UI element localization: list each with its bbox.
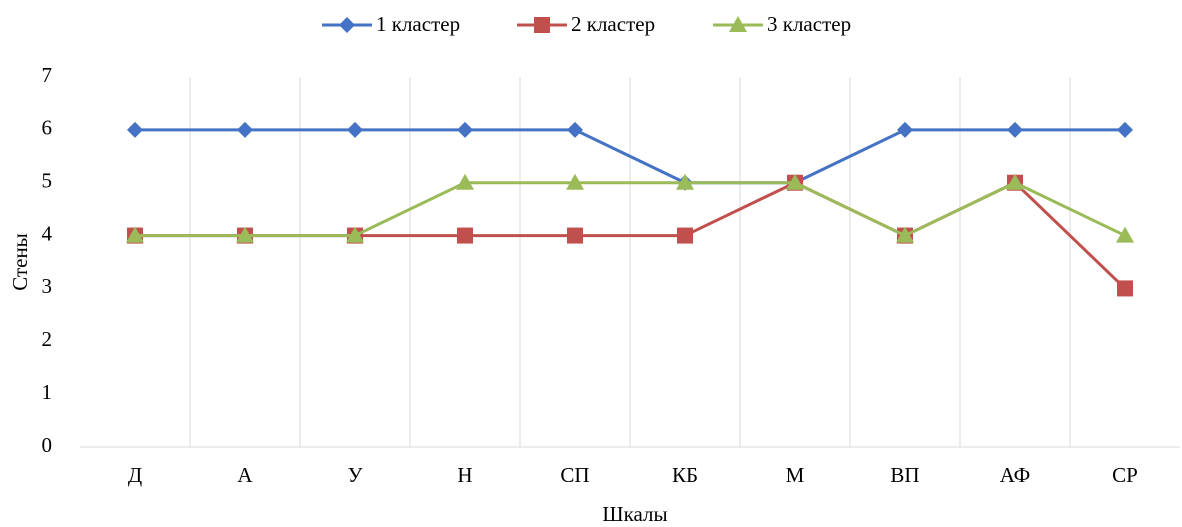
data-point (676, 173, 694, 190)
x-tick-label: Н (457, 463, 472, 487)
legend-marker (534, 17, 550, 33)
x-tick-label: СП (560, 463, 589, 487)
data-point (897, 121, 913, 138)
y-tick-label: 3 (42, 274, 53, 298)
data-point (1116, 226, 1134, 243)
data-point (127, 121, 143, 138)
data-point (346, 226, 364, 243)
y-tick-label: 5 (42, 169, 53, 193)
x-tick-label: У (348, 463, 363, 487)
legend-label: 3 кластер (767, 12, 851, 36)
data-point (896, 226, 914, 243)
x-tick-label: АФ (1000, 463, 1030, 487)
y-tick-label: 0 (42, 433, 53, 457)
y-tick-label: 1 (42, 380, 53, 404)
data-point (677, 227, 693, 244)
data-point (1007, 121, 1023, 138)
series-line (135, 181, 1126, 238)
y-tick-label: 4 (42, 221, 53, 245)
x-tick-label: СР (1112, 463, 1138, 487)
legend-marker (339, 17, 355, 33)
data-point (1006, 173, 1024, 190)
legend-label: 2 кластер (571, 12, 655, 36)
x-tick-label: М (786, 463, 805, 487)
x-tick-label: КБ (672, 463, 698, 487)
x-tick-label: А (237, 463, 253, 487)
y-tick-label: 2 (42, 327, 53, 351)
data-point (566, 173, 584, 190)
data-point (236, 226, 254, 243)
data-point (786, 173, 804, 190)
legend-marker (729, 16, 747, 32)
series-line (135, 128, 1125, 185)
x-tick-label: Д (128, 463, 142, 487)
data-point (1117, 280, 1133, 297)
data-point (567, 227, 583, 244)
data-point (1117, 121, 1133, 138)
data-point (567, 121, 583, 138)
legend-label: 1 кластер (376, 12, 460, 36)
data-point (457, 121, 473, 138)
y-tick-label: 7 (42, 63, 53, 87)
data-point (456, 173, 474, 190)
data-point (126, 226, 144, 243)
y-axis-label: Стены (8, 233, 32, 291)
x-tick-label: ВП (890, 463, 919, 487)
data-point (237, 121, 253, 138)
x-axis-label: Шкалы (602, 502, 667, 526)
y-tick-label: 6 (42, 116, 53, 140)
data-point (347, 121, 363, 138)
data-point (457, 227, 473, 244)
